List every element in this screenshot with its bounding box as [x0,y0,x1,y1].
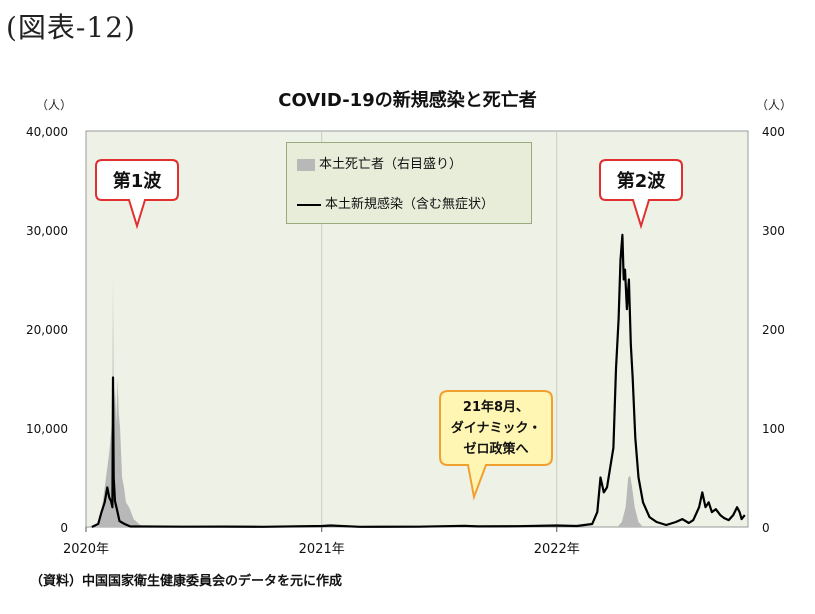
source-note: （資料）中国国家衛生健康委員会のデータを元に作成 [30,574,343,589]
policy-callout-text: ダイナミック・ [451,420,541,436]
legend-item-deaths: 本土死亡者（右目盛り） [297,153,462,172]
legend-label-cases: 本土新規感染（含む無症状） [325,197,495,212]
cases-line [91,233,746,528]
left-y-tick-label: 20,000 [26,323,68,337]
wave1-callout-box [95,159,179,230]
legend: 本土死亡者（右目盛り） 本土新規感染（含む無症状） [286,142,532,224]
right-y-tick-label: 0 [762,521,770,535]
policy-callout-box [439,390,553,501]
right-axis-unit: （人） [756,98,793,112]
figure-label: (図表-12) [6,11,136,44]
right-y-tick-label: 300 [762,224,785,238]
left-y-tick-label: 10,000 [26,422,68,436]
policy-callout-text: 21年8月、 [463,399,529,415]
right-y-tick-label: 100 [762,422,785,436]
wave2-callout-text: 第2波 [617,170,667,192]
left-y-tick-label: 0 [60,521,68,535]
right-y-tick-label: 400 [762,125,785,139]
wave2-callout-box [599,159,683,230]
left-y-tick-label: 30,000 [26,224,68,238]
chart-title: COVID-19の新規感染と死亡者 [278,90,537,111]
left-axis-unit: （人） [36,98,73,112]
x-tick-label: 2022年 [534,542,580,557]
legend-label-deaths: 本土死亡者（右目盛り） [319,157,463,172]
cases-line-series [91,233,746,528]
wave1-callout-text: 第1波 [113,170,163,192]
gray-area-swatch-icon [297,158,315,171]
right-y-tick-label: 200 [762,323,785,337]
black-line-swatch-icon [297,203,321,206]
policy-callout-text: ゼロ政策へ [463,441,528,457]
callouts: 第1波 第2波 21年8月、ダイナミック・ゼロ政策へ [95,159,683,501]
x-tick-label: 2021年 [299,542,345,557]
legend-item-cases: 本土新規感染（含む無症状） [297,193,494,212]
axes: 2020年 2021年 2022年 0 0 10,000 100 20,000 200 30,00… [26,125,785,557]
x-tick-label: 2020年 [63,542,109,557]
left-y-tick-label: 40,000 [26,125,68,139]
